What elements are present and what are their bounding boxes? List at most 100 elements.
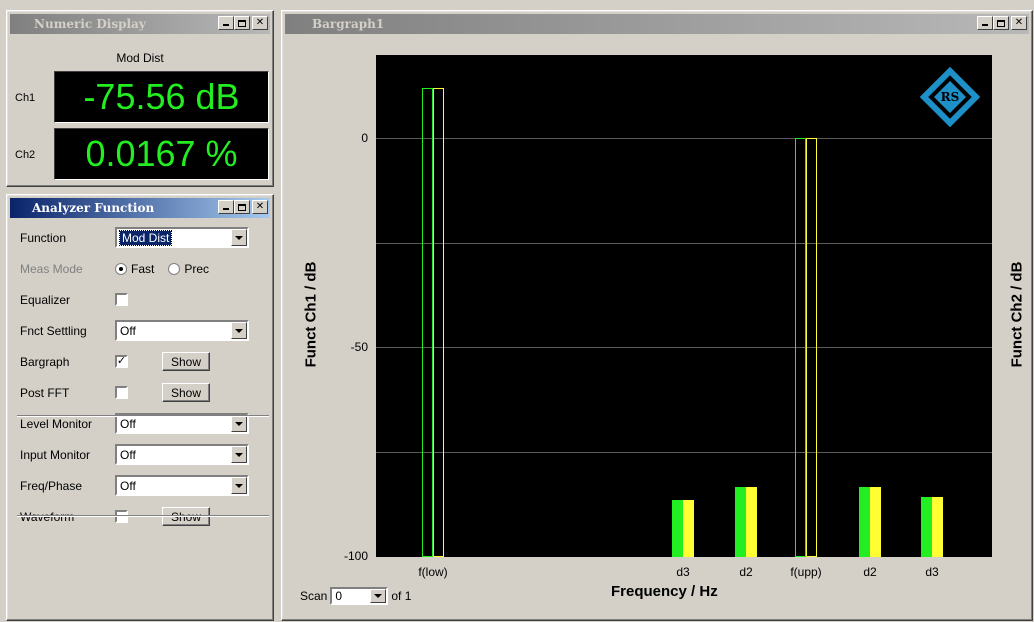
gridline xyxy=(376,347,992,348)
divider xyxy=(17,415,269,417)
bar-ch2-d3 xyxy=(932,497,943,557)
analyzer-function-title: Analyzer Function xyxy=(32,201,155,215)
bargraph-window: Bargraph1 ✕ RS Funct Ch1 / dB Funct Ch2 … xyxy=(281,10,1033,621)
minimize-button[interactable] xyxy=(218,16,234,30)
function-label: Function xyxy=(20,230,67,245)
scan-value: 0 xyxy=(335,589,343,603)
y-tick-label: -50 xyxy=(350,340,368,354)
bar-ch1-d2 xyxy=(859,487,870,557)
bargraph-titlebar[interactable]: Bargraph1 ✕ xyxy=(285,14,1029,34)
radio-selected-icon xyxy=(115,262,127,275)
meas-mode-fast-radio[interactable]: Fast xyxy=(115,262,154,276)
function-select-value: Mod Dist xyxy=(118,229,173,246)
maximize-button[interactable] xyxy=(234,16,250,30)
maximize-icon xyxy=(238,19,246,27)
gridline xyxy=(376,243,992,244)
gridline xyxy=(376,138,992,139)
level-monitor-value: Off xyxy=(120,416,136,431)
numeric-display-titlebar[interactable]: Numeric Display ✕ xyxy=(10,14,270,34)
chevron-down-icon[interactable] xyxy=(231,446,247,463)
bar-ch2-flow xyxy=(433,87,444,557)
equalizer-label: Equalizer xyxy=(20,292,71,307)
x-tick-label: d2 xyxy=(739,565,753,579)
x-tick-label: f(low) xyxy=(418,565,448,579)
chevron-down-icon[interactable] xyxy=(231,229,247,246)
post-fft-show-button[interactable]: Show xyxy=(162,383,211,402)
scan-label: Scan xyxy=(300,589,328,603)
post-fft-checkbox[interactable] xyxy=(115,386,128,399)
maximize-button[interactable] xyxy=(234,200,250,214)
y-tick-label: -100 xyxy=(343,549,368,563)
chevron-down-icon[interactable] xyxy=(370,589,387,603)
freq-phase-value: Off xyxy=(120,478,136,493)
analyzer-function-titlebar[interactable]: Analyzer Function ✕ xyxy=(10,198,270,218)
chevron-down-icon[interactable] xyxy=(231,415,247,432)
minimize-icon xyxy=(982,24,988,26)
bargraph-label: Bargraph xyxy=(20,354,70,369)
meas-mode-row: Meas Mode Fast Prec xyxy=(17,253,269,284)
channel-1-row: Ch1 -75.56 dB xyxy=(13,71,269,123)
maximize-button[interactable] xyxy=(993,16,1009,30)
freq-phase-select[interactable]: Off xyxy=(115,475,249,496)
maximize-icon xyxy=(997,19,1005,27)
analyzer-settings-list: Function Mod Dist Meas Mode Fast Prec Eq… xyxy=(17,222,269,532)
minimize-icon xyxy=(223,24,229,26)
fnct-settling-label: Fnct Settling xyxy=(20,323,87,338)
rohde-schwarz-logo-icon: RS xyxy=(920,67,980,127)
channel-2-value: 0.0167 % xyxy=(54,128,269,180)
x-axis-title: Frequency / Hz xyxy=(611,583,718,600)
bargraph-show-button[interactable]: Show xyxy=(162,352,211,371)
level-monitor-select[interactable]: Off xyxy=(115,413,249,434)
checkmark-icon: ✓ xyxy=(116,355,127,367)
numeric-display-window: Numeric Display ✕ Mod Dist Ch1 -75.56 dB… xyxy=(6,10,274,187)
close-icon: ✕ xyxy=(1014,17,1024,28)
meas-mode-prec-radio[interactable]: Prec xyxy=(168,262,209,276)
bar-ch1-fupp xyxy=(795,138,806,557)
bargraph-checkbox[interactable]: ✓ xyxy=(115,355,128,368)
analyzer-function-window: Analyzer Function ✕ Function Mod Dist Me… xyxy=(6,194,274,621)
y-axis-left-title: Funct Ch1 / dB xyxy=(302,261,320,368)
close-button[interactable]: ✕ xyxy=(252,200,268,214)
function-row: Function Mod Dist xyxy=(17,222,269,253)
level-monitor-row: Level Monitor Off xyxy=(17,408,269,439)
scan-control: Scan 0 of 1 xyxy=(300,587,411,605)
chevron-down-icon[interactable] xyxy=(231,322,247,339)
channel-1-value: -75.56 dB xyxy=(54,71,269,123)
bar-ch2-d2 xyxy=(746,487,757,557)
input-monitor-label: Input Monitor xyxy=(20,447,91,462)
scan-of-label: of 1 xyxy=(391,589,412,603)
x-tick-label: d3 xyxy=(925,565,939,579)
input-monitor-value: Off xyxy=(120,447,136,462)
maximize-icon xyxy=(238,203,246,211)
meas-mode-prec-label: Prec xyxy=(184,261,210,276)
chevron-down-icon[interactable] xyxy=(231,477,247,494)
bargraph-row: Bargraph ✓ Show xyxy=(17,346,269,377)
freq-phase-label: Freq/Phase xyxy=(20,478,83,493)
equalizer-checkbox[interactable] xyxy=(115,293,128,306)
bar-ch2-fupp xyxy=(806,138,817,557)
channel-2-row: Ch2 0.0167 % xyxy=(13,128,269,180)
channel-2-label: Ch2 xyxy=(15,149,36,161)
bar-ch2-d3 xyxy=(683,499,694,557)
x-tick-label: f(upp) xyxy=(790,565,822,579)
post-fft-label: Post FFT xyxy=(20,385,70,400)
numeric-function-name: Mod Dist xyxy=(116,51,164,65)
radio-unselected-icon xyxy=(168,262,181,275)
bar-ch1-d3 xyxy=(672,499,683,557)
close-button[interactable]: ✕ xyxy=(252,16,268,30)
bar-ch1-flow xyxy=(422,87,433,557)
scan-select[interactable]: 0 xyxy=(330,587,389,605)
y-axis-right-title: Funct Ch2 / dB xyxy=(1008,261,1026,368)
x-tick-label: d3 xyxy=(676,565,690,579)
bargraph-plot-area: RS xyxy=(376,55,992,557)
close-icon: ✕ xyxy=(255,201,265,212)
input-monitor-select[interactable]: Off xyxy=(115,444,249,465)
post-fft-row: Post FFT Show xyxy=(17,377,269,408)
close-button[interactable]: ✕ xyxy=(1011,16,1027,30)
fnct-settling-select[interactable]: Off xyxy=(115,320,249,341)
equalizer-row: Equalizer xyxy=(17,284,269,315)
minimize-button[interactable] xyxy=(218,200,234,214)
function-select[interactable]: Mod Dist xyxy=(115,227,249,248)
numeric-display-title: Numeric Display xyxy=(34,17,146,31)
minimize-button[interactable] xyxy=(977,16,993,30)
